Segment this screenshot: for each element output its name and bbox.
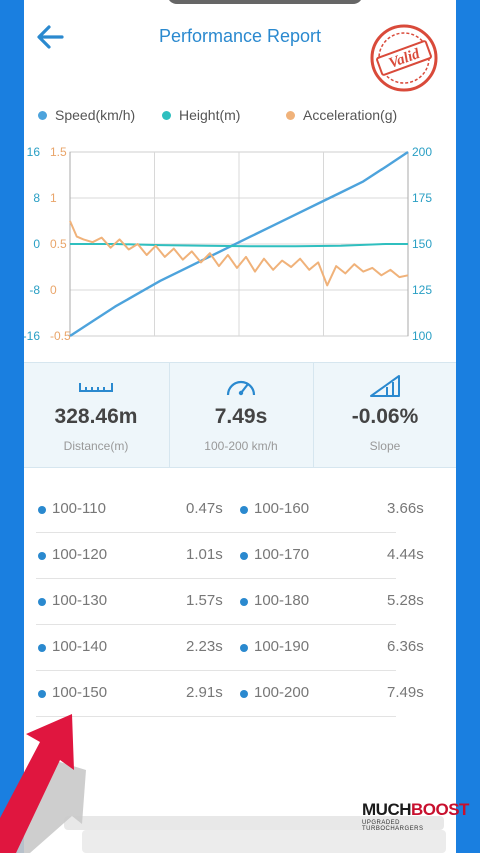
legend-speed: Speed(km/h) (38, 107, 135, 123)
report-card: Performance Report Valid Speed(km/h) Hei… (24, 0, 456, 853)
stat-label: Slope (369, 439, 401, 453)
logo-sub: UPGRADED TURBOCHARGERS (362, 820, 424, 832)
ruler-icon (79, 383, 113, 392)
pointer-arrow-icon (0, 714, 86, 853)
legend-dot (286, 110, 295, 120)
bullet-icon (38, 644, 46, 652)
split-time: 0.47s (186, 500, 223, 517)
list-item: 100-110 0.47s 100-160 3.66s (36, 486, 424, 533)
page-title: Performance Report (158, 26, 322, 46)
stat-slope: -0.06% Slope (313, 363, 456, 467)
accel-tick-label: -0.5 (50, 329, 71, 343)
bottom-sheet-edge (64, 816, 444, 830)
bottom-sheet-edge (82, 830, 446, 853)
speed-tick-label: 200 (412, 145, 432, 159)
chart-legend: Speed(km/h) Height(m) Acceleration(g) (24, 107, 456, 127)
legend-dot (162, 110, 171, 120)
split-range: 100-190 (254, 638, 310, 655)
bullet-icon (38, 552, 46, 560)
bullet-icon (240, 598, 248, 606)
list-item: 100-150 2.91s 100-200 7.49s (36, 670, 424, 717)
bullet-icon (240, 690, 248, 698)
legend-height: Height(m) (162, 107, 240, 123)
series-line-accel (69, 220, 409, 287)
logo-part: BOOST (411, 800, 469, 819)
arrow-left-icon (37, 25, 64, 49)
split-time: 1.57s (186, 592, 223, 609)
list-item: 100-120 1.01s 100-170 4.44s (36, 532, 424, 579)
split-range: 100-160 (254, 500, 310, 517)
speed-tick-label: 100 (412, 329, 432, 343)
accel-tick-label: 1 (50, 191, 57, 205)
split-range: 100-150 (52, 684, 108, 701)
valid-stamp: Valid (370, 24, 438, 92)
accel-tick-label: 0.5 (50, 237, 67, 251)
speed-tick-label: 150 (412, 237, 432, 251)
list-item: 100-140 2.23s 100-190 6.36s (36, 624, 424, 671)
speed-tick-label: 125 (412, 283, 432, 297)
split-time: 6.36s (387, 638, 424, 655)
bullet-icon (240, 506, 248, 514)
divider (169, 363, 170, 467)
split-time: 5.28s (387, 592, 424, 609)
split-time: 2.91s (186, 684, 223, 701)
series-line-height (70, 243, 408, 248)
logo-part: MUCH (362, 800, 412, 819)
split-range: 100-170 (254, 546, 310, 563)
legend-acceleration: Acceleration(g) (286, 107, 397, 123)
slope-icon (370, 375, 400, 397)
height-tick-label: 8 (33, 191, 40, 205)
legend-label: Acceleration(g) (303, 107, 398, 123)
bullet-icon (240, 552, 248, 560)
split-time: 1.01s (186, 546, 223, 563)
list-item: 100-130 1.57s 100-180 5.28s (36, 578, 424, 625)
split-time: 4.44s (387, 546, 424, 563)
speedometer-icon (226, 380, 256, 396)
bullet-icon (38, 598, 46, 606)
stat-time: 7.49s 100-200 km/h (169, 363, 313, 467)
stats-panel: 328.46m Distance(m) 7.49s 100-200 km/h -… (24, 362, 456, 468)
stat-distance: 328.46m Distance(m) (24, 363, 168, 467)
brand-logo: MUCHBOOST UPGRADED TURBOCHARGERS (362, 800, 469, 840)
split-range: 100-200 (254, 684, 310, 701)
performance-chart: 16 8 0 -8 -16 1.5 1 0.5 0 -0.5 200 175 150 125 100 (24, 145, 432, 343)
legend-label: Speed(km/h) (55, 107, 136, 123)
device-notch (167, 0, 363, 4)
bullet-icon (240, 644, 248, 652)
split-time: 7.49s (387, 684, 424, 701)
stat-value: -0.06% (351, 405, 419, 428)
stat-value: 328.46m (54, 405, 138, 428)
legend-label: Height(m) (179, 107, 241, 123)
stat-label: 100-200 km/h (204, 439, 278, 453)
split-range: 100-140 (52, 638, 108, 655)
split-time: 3.66s (387, 500, 424, 517)
back-button[interactable] (34, 22, 68, 52)
height-tick-label: 16 (27, 145, 41, 159)
split-range: 100-120 (52, 546, 108, 563)
series-line-speed (69, 151, 409, 338)
bullet-icon (38, 506, 46, 514)
accel-tick-label: 0 (50, 283, 57, 297)
height-tick-label: 0 (33, 237, 40, 251)
speed-tick-label: 175 (412, 191, 432, 205)
split-range: 100-110 (52, 500, 106, 517)
split-time: 2.23s (186, 638, 223, 655)
split-range: 100-180 (254, 592, 310, 609)
legend-dot (38, 110, 47, 120)
height-tick-label: -16 (24, 329, 40, 343)
split-range: 100-130 (52, 592, 108, 609)
bullet-icon (38, 690, 46, 698)
accel-tick-label: 1.5 (50, 145, 67, 159)
height-tick-label: -8 (29, 283, 40, 297)
stat-value: 7.49s (214, 405, 268, 428)
stat-label: Distance(m) (63, 439, 129, 453)
logo-main: MUCHBOOST (362, 800, 469, 820)
divider (313, 363, 314, 467)
